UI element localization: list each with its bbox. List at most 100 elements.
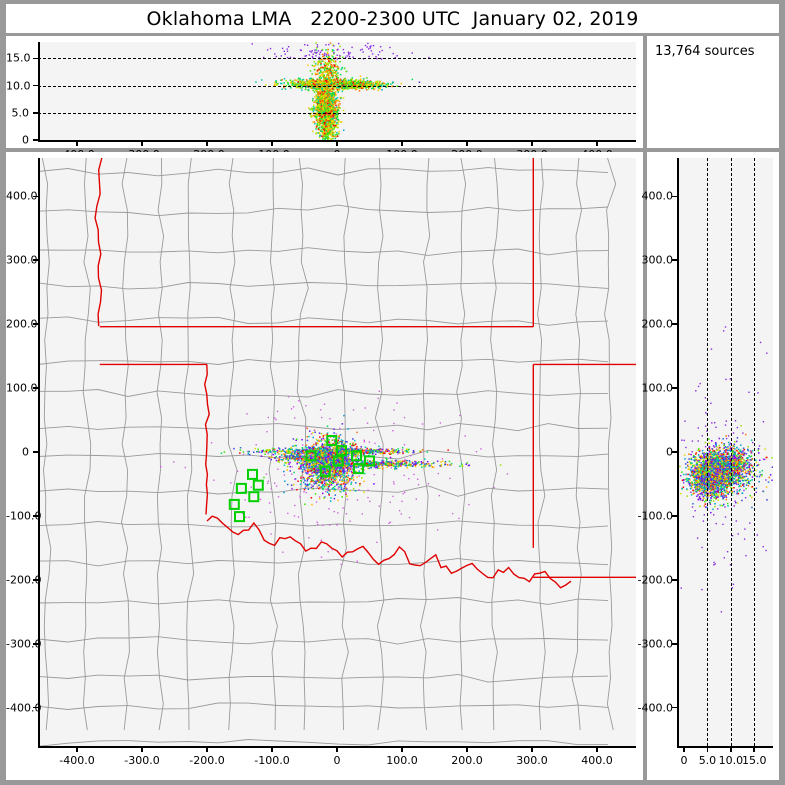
north-south-vs-altitude-panel[interactable]: -400.0 -300.0 -200.0 -100.0 0 100.0 200.0 300.0… [638,152,779,780]
y-tick-mark [33,387,39,389]
x-tick-mark [336,746,338,752]
x-tick-mark [271,140,273,146]
y-tick-mark [33,642,39,645]
x-tick-mark [206,746,208,752]
y-tick-label: -400.0 [6,701,42,715]
x-tick-label: -400.0 [59,754,95,767]
x-tick-mark [141,746,143,752]
y-tick-label: 0 [666,445,673,459]
y-tick-mark [33,57,39,60]
y-tick-label: -200.0 [637,573,673,587]
y-tick-label: 200.0 [6,317,38,331]
y-tick-mark [33,451,39,453]
x-axis-line [677,746,773,748]
x-tick-mark [76,140,78,146]
y-tick-mark [33,515,39,517]
y-tick-label: -100.0 [6,509,42,523]
x-tick-mark [76,746,78,752]
y-tick-mark [672,195,678,198]
lightning-sources-top [251,42,430,140]
y-tick-label: 0 [22,445,29,459]
y-tick-label: 10.0 [6,79,31,93]
y-tick-label: 15.0 [6,51,31,65]
y-tick-label: 100.0 [641,381,674,395]
x-tick-mark [596,140,598,146]
gridline-dashed [38,85,636,87]
x-tick-mark [706,746,709,752]
x-tick-label: 400.0 [581,754,613,767]
source-count-label: 13,764 sources [655,44,755,59]
y-tick-label: -400.0 [637,701,673,715]
x-tick-mark [683,746,685,752]
x-tick-mark [401,746,403,752]
page-title: Oklahoma LMA 2200-2300 UTC January 02, 2… [146,7,639,30]
y-tick-mark [33,323,39,325]
x-tick-label: -300.0 [124,754,160,767]
y-tick-mark [33,579,39,581]
y-tick-mark [33,111,39,114]
plan-view-map-plot-area[interactable] [38,158,636,746]
y-tick-label: 400.0 [6,189,38,203]
y-tick-label: -300.0 [6,637,42,651]
y-tick-label: 300.0 [6,253,38,267]
y-tick-mark [672,323,678,325]
lma-station-markers [228,435,375,523]
x-tick-mark [206,140,208,146]
y-tick-label: 200.0 [641,317,674,331]
gridline-dashed [730,158,732,746]
y-tick-label: 5.0 [11,106,30,120]
source-count-panel: 13,764 sources [647,36,779,148]
x-tick-label: -100.0 [254,754,290,767]
x-tick-label: 5.0 [698,754,717,767]
y-tick-mark [33,706,39,709]
y-tick-label: 300.0 [641,253,674,267]
x-tick-label: 0 [680,754,688,767]
x-tick-mark [401,140,403,146]
x-tick-label: 0 [333,754,341,767]
y-tick-mark [33,195,39,198]
map-boundaries [38,158,636,746]
y-tick-mark [672,259,678,262]
x-tick-label: 300.0 [516,754,548,767]
y-tick-label: -200.0 [6,573,42,587]
lightning-sources-right [677,326,773,613]
x-tick-label: 15.0 [742,754,767,767]
gridline-dashed [38,58,636,60]
y-tick-label: -300.0 [637,637,673,651]
x-tick-mark [730,746,732,752]
y-tick-mark [33,84,39,87]
x-tick-mark [531,746,533,752]
x-tick-mark [596,746,598,752]
x-tick-mark [336,140,338,146]
y-tick-mark [672,451,678,453]
y-tick-mark [672,579,678,581]
x-tick-label: -200.0 [189,754,225,767]
x-tick-mark [271,746,273,752]
y-tick-mark [33,139,39,141]
x-tick-mark [466,746,468,752]
plan-view-map-panel[interactable]: -400.0 -300.0 -200.0 -100.0 0 100.0 200.0 300.0… [6,152,643,780]
gridline-dashed [38,112,636,114]
x-tick-mark [141,140,143,146]
y-tick-mark [672,642,678,645]
y-tick-mark [33,259,39,262]
altitude-vs-east-west-plot-area[interactable] [38,42,636,140]
y-tick-label: -100.0 [637,509,673,523]
y-tick-mark [672,515,678,517]
lightning-sources-map [160,390,509,566]
y-tick-mark [672,706,678,709]
y-tick-label: 100.0 [6,381,38,395]
north-south-vs-altitude-plot-area[interactable] [677,158,773,746]
y-tick-mark [672,387,678,389]
x-tick-mark [753,746,756,752]
gridline-dashed [754,158,756,746]
gridline-dashed [707,158,709,746]
y-tick-label: 400.0 [641,189,674,203]
x-tick-mark [466,140,468,146]
x-tick-label: 100.0 [386,754,418,767]
altitude-vs-east-west-panel[interactable]: 05.010.015.0-400.0-300.0-200.0-100.00100… [6,36,643,161]
x-tick-label: 200.0 [451,754,483,767]
y-axis-line [38,42,40,140]
title-bar: Oklahoma LMA 2200-2300 UTC January 02, 2… [6,4,779,33]
